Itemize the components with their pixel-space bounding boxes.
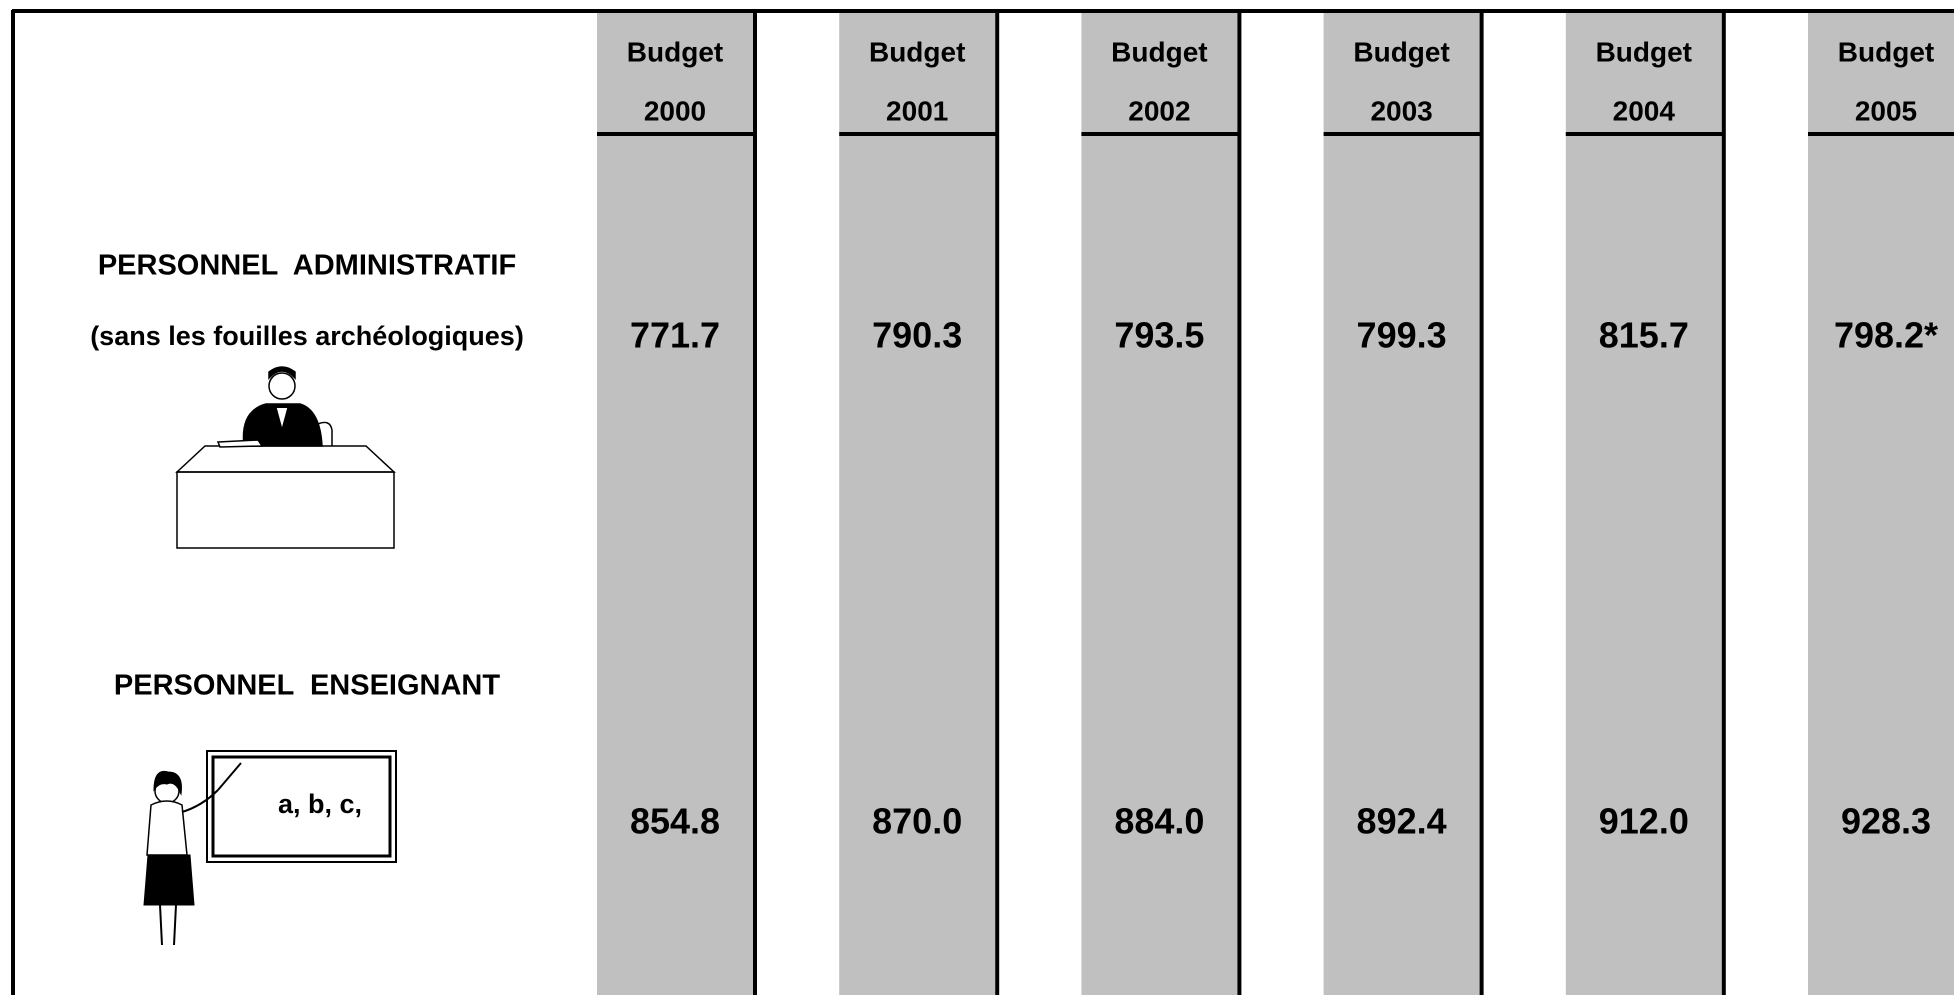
columns: Budget 2000 771.7 854.8 Budget 2001 790.3 870.0… [597,11,1954,995]
column-header: Budget [1111,36,1207,67]
board-text: a, b, c, [278,789,362,819]
column-shade [597,13,753,995]
column-shade [1323,13,1480,995]
cell-value: 884.0 [1114,801,1204,842]
column-header-year: 2002 [1128,95,1190,126]
cell-value: 771.7 [630,315,720,356]
column-shade [839,13,996,995]
column-header: Budget [1353,36,1449,67]
cell-value: 912.0 [1599,801,1689,842]
cell-value: 790.3 [872,315,962,356]
column-header-year: 2000 [644,95,706,126]
cell-value: 799.3 [1357,315,1447,356]
row-sublabel: (sans les fouilles archéologiques) [90,321,524,351]
cell-value: 854.8 [630,801,720,842]
cell-value: 892.4 [1357,801,1447,842]
row-label: PERSONNEL ADMINISTRATIF [98,250,516,282]
column-header: Budget [869,36,965,67]
column-shade [1565,13,1722,995]
column-header: Budget [627,36,723,67]
column-header-year: 2003 [1370,95,1432,126]
cell-value: 815.7 [1599,315,1689,356]
cell-value: 928.3 [1841,801,1931,842]
office-worker-illustration [175,366,396,549]
column-shade [1808,13,1954,995]
column-header-year: 2005 [1855,95,1917,126]
column-header: Budget [1838,36,1934,67]
teacher-illustration [143,750,397,946]
column-shade [1081,13,1238,995]
cell-value: 870.0 [872,801,962,842]
row-label: PERSONNEL ENSEIGNANT [114,670,500,702]
column-header-year: 2004 [1613,95,1676,126]
column-header: Budget [1596,36,1692,67]
cell-value: 793.5 [1114,315,1204,356]
cell-value: 798.2* [1834,315,1938,356]
column-header-year: 2001 [886,95,948,126]
